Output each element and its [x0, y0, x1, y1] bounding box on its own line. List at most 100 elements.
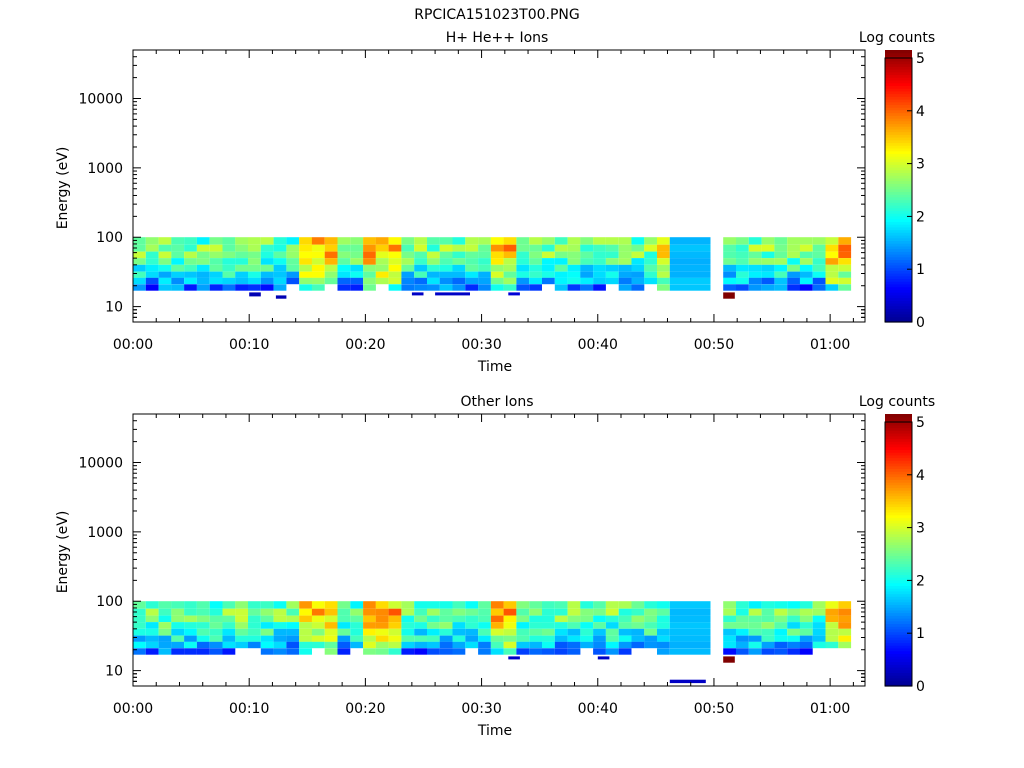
heatmap-cell	[196, 271, 210, 278]
heatmap-cell	[644, 601, 657, 609]
heatmap-cell	[593, 635, 606, 642]
heatmap-cell	[158, 601, 172, 609]
heatmap-cell	[133, 244, 146, 252]
heatmap-cell	[401, 608, 415, 616]
heatmap-cell	[554, 271, 568, 278]
heatmap-cell	[439, 628, 453, 636]
colorbar-segment	[885, 147, 912, 152]
heatmap-cell	[838, 641, 852, 649]
heatmap-cell	[145, 244, 159, 252]
heatmap-cell	[580, 635, 594, 642]
colorbar-segment	[885, 598, 912, 603]
heatmap-cell	[593, 608, 606, 616]
colorbar-segment	[885, 631, 912, 635]
colorbar-segment	[885, 593, 912, 597]
colorbar-tick-label: 3	[916, 157, 925, 173]
heatmap-cell	[286, 258, 300, 265]
heatmap-cell	[567, 277, 581, 285]
heatmap-cell	[145, 271, 159, 278]
heatmap-cell	[401, 271, 415, 278]
x-tick-label: 00:50	[694, 701, 734, 717]
colorbar-segment	[885, 514, 912, 518]
colorbar-segment	[885, 308, 912, 312]
heatmap-cell	[222, 622, 236, 629]
heatmap-cell	[465, 284, 479, 291]
heatmap-cell	[171, 628, 185, 636]
heatmap-cell	[209, 264, 223, 272]
heatmap-cell	[490, 271, 504, 278]
heatmap-cell	[184, 648, 197, 655]
heatmap-cell	[605, 271, 619, 278]
heatmap-cell	[580, 628, 594, 636]
heatmap-cell	[490, 635, 504, 642]
heatmap-cell	[248, 615, 261, 623]
colorbar-segment	[885, 196, 912, 201]
heatmap-cell	[414, 271, 427, 278]
colorbar-segment	[885, 460, 912, 464]
heatmap-cell	[465, 251, 479, 259]
heatmap-cell	[825, 237, 839, 245]
heatmap-cell	[299, 277, 312, 285]
colorbar-segment	[885, 424, 912, 429]
heatmap-cell	[235, 641, 248, 649]
heatmap-cell	[516, 635, 530, 642]
heatmap-cell	[478, 271, 491, 278]
y-tick-label: 10	[105, 664, 123, 680]
heatmap-cell	[644, 628, 657, 636]
heatmap-cell	[542, 244, 555, 252]
heatmap-cell	[787, 277, 800, 285]
heatmap-cell	[490, 277, 504, 285]
heatmap-cell	[761, 244, 775, 252]
heatmap-cell	[222, 284, 236, 291]
heatmap-cell	[375, 622, 389, 629]
heatmap-cell	[542, 277, 555, 285]
heatmap-cell	[133, 271, 146, 278]
heatmap-cell	[375, 601, 389, 609]
colorbar-segment	[885, 618, 912, 622]
heatmap-cell	[158, 648, 172, 655]
colorbar-segment	[885, 465, 912, 469]
heatmap-cell	[465, 277, 479, 285]
heatmap-cell	[542, 271, 555, 278]
heatmap-cell	[196, 258, 210, 265]
heatmap-cell	[401, 258, 415, 265]
heatmap-cell	[669, 615, 711, 623]
heatmap-cell	[787, 264, 800, 272]
heatmap-cell	[427, 628, 440, 636]
colorbar-segment	[885, 107, 912, 111]
colorbar-segment	[885, 164, 912, 168]
heatmap-cell	[799, 271, 813, 278]
heatmap-cell	[324, 258, 338, 265]
heatmap-cell	[452, 648, 466, 655]
colorbar-segment	[885, 569, 912, 573]
heatmap-cell	[812, 244, 826, 252]
heatmap-cell	[503, 641, 517, 649]
plot-frame	[132, 413, 866, 687]
heatmap-cell	[260, 251, 274, 259]
heatmap-cell	[133, 641, 146, 649]
heatmap-cell	[605, 641, 619, 649]
heatmap-cell	[350, 601, 364, 609]
colorbar-segment	[885, 259, 912, 263]
heatmap-cell	[299, 601, 312, 609]
heatmap-cell	[736, 251, 749, 259]
heatmap-cell	[401, 635, 415, 642]
colorbar-segment	[885, 473, 912, 478]
heatmap-cell	[196, 622, 210, 629]
heatmap-cell	[478, 648, 491, 655]
heatmap-cell	[171, 615, 185, 623]
heatmap-cell	[657, 237, 670, 245]
heatmap-cell	[439, 251, 453, 259]
heatmap-cell	[508, 656, 520, 660]
heatmap-cell	[748, 264, 762, 272]
heatmap-cell	[618, 264, 632, 272]
colorbar-segment	[885, 82, 912, 86]
colorbar-segment	[885, 292, 912, 296]
colorbar-segment	[885, 541, 912, 546]
heatmap-cell	[286, 615, 300, 623]
heatmap-cell	[324, 271, 338, 278]
heatmap-cell	[311, 277, 325, 285]
heatmap-cell	[825, 258, 839, 265]
heatmap-cell	[299, 622, 312, 629]
heatmap-cell	[388, 615, 402, 623]
